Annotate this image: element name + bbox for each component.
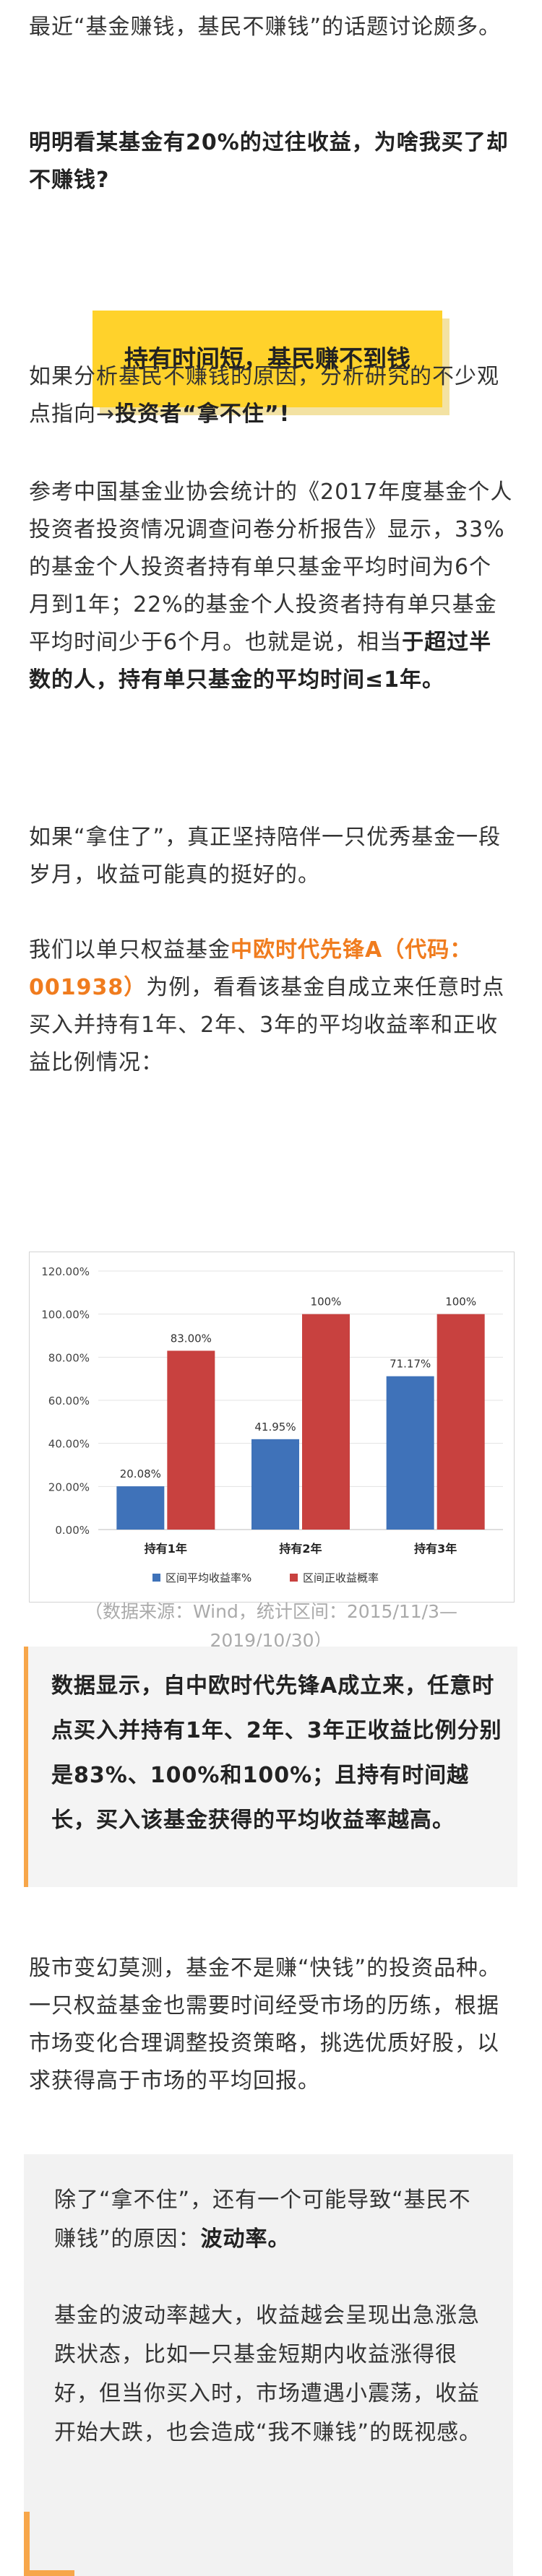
volatility-block: 除了“拿不住”，还有一个可能导致“基民不赚钱”的原因：波动率。 基金的波动率越大… [24,2154,513,2576]
bar [386,1376,434,1530]
survey-text: 参考中国基金业协会统计的《2017年度基金个人投资者投资情况调查问卷分析报告》显… [29,480,513,655]
volatility-detail: 基金的波动率越大，收益越会呈现出急涨急跌状态，比如一只基金短期内收益涨得很好，但… [54,2303,482,2445]
reason-text: 如果分析基民不赚钱的原因，分析研究的不少观点指向→ [29,364,499,427]
legend-label: 区间正收益概率 [303,1571,379,1584]
paragraph-hold: 如果“拿住了”，真正坚持陪伴一只优秀基金一段岁月，收益可能真的挺好的。 [29,825,502,888]
bar-data-label: 100% [311,1296,342,1309]
y-tick-label: 0.00% [55,1524,90,1537]
example-pre: 我们以单只权益基金 [29,937,231,963]
bar [436,1314,485,1530]
y-tick-label: 80.00% [48,1351,90,1364]
corner-decoration [24,2570,74,2576]
bar [251,1439,299,1530]
y-tick-label: 40.00% [48,1438,90,1451]
chart-svg: 0.00% 20.00% 40.00% 60.00% 80.00% 100.00% 120.… [41,1265,503,1584]
volatility-bold: 波动率。 [200,2226,291,2252]
section-title-box: 持有时间短，基民赚不到钱 [93,311,442,407]
volatility-intro: 除了“拿不住”，还有一个可能导致“基民不赚钱”的原因：波动率。 [54,2181,488,2259]
legend-label: 区间平均收益率% [165,1571,251,1584]
paragraph-market: 股市变幻莫测，基金不是赚“快钱”的投资品种。一只权益基金也需要时间经受市场的历练… [29,1956,502,2094]
return-chart: 0.00% 20.00% 40.00% 60.00% 80.00% 100.00% 120.… [29,1252,515,1603]
volatility-intro-text: 除了“拿不住”，还有一个可能导致“基民不赚钱”的原因： [54,2187,471,2252]
summary-text: 数据显示，自中欧时代先锋A成立来，任意时点买入并持有1年、2年、3年正收益比例分… [51,1673,502,1833]
survey-bold: 于超过半数的人，持有单只基金的平均时间≤1年。 [29,630,492,693]
y-tick-label: 20.00% [48,1480,90,1493]
x-category-label: 持有3年 [414,1542,457,1556]
intro-paragraph: 最近“基金赚钱，基民不赚钱”的话题讨论颇多。 [29,14,502,40]
legend-swatch [290,1574,298,1582]
summary-box: 数据显示，自中欧时代先锋A成立来，任意时点买入并持有1年、2年、3年正收益比例分… [24,1647,517,1887]
bar [302,1314,350,1530]
bar [116,1486,165,1530]
fund-name-highlight: 中欧时代先锋A（代码：001938） [29,937,473,1000]
paragraph-example: 我们以单只权益基金中欧时代先锋A（代码：001938）为例，看看该基金自成立来任… [29,932,513,1082]
example-post: 为例，看看该基金自成立来任意时点买入并持有1年、2年、3年的平均收益率和正收益比… [29,975,505,1075]
y-tick-label: 100.00% [41,1309,90,1322]
corner-decoration [24,2512,30,2576]
x-category-label: 持有1年 [145,1542,187,1556]
reason-bold: 投资者“拿不住”! [115,402,291,427]
y-tick-label: 120.00% [41,1265,90,1278]
bar-data-label: 41.95% [254,1421,296,1434]
x-category-label: 持有2年 [279,1542,322,1556]
section-title: 持有时间短，基民赚不到钱 [124,344,410,373]
paragraph-survey: 参考中国基金业协会统计的《2017年度基金个人投资者投资情况调查问卷分析报告》显… [29,474,513,699]
bar [167,1350,215,1530]
question-paragraph: 明明看某基金有20%的过往收益，为啥我买了却不赚钱? [29,130,509,193]
bar-data-label: 83.00% [171,1332,212,1345]
bar-data-label: 71.17% [390,1358,431,1371]
bar-data-label: 100% [445,1296,476,1309]
legend-swatch [152,1574,160,1582]
bar-data-label: 20.08% [120,1467,161,1480]
y-tick-label: 60.00% [48,1395,90,1408]
paragraph-reason-text: 如果分析基民不赚钱的原因，分析研究的不少观点指向→投资者“拿不住”! [29,358,513,433]
